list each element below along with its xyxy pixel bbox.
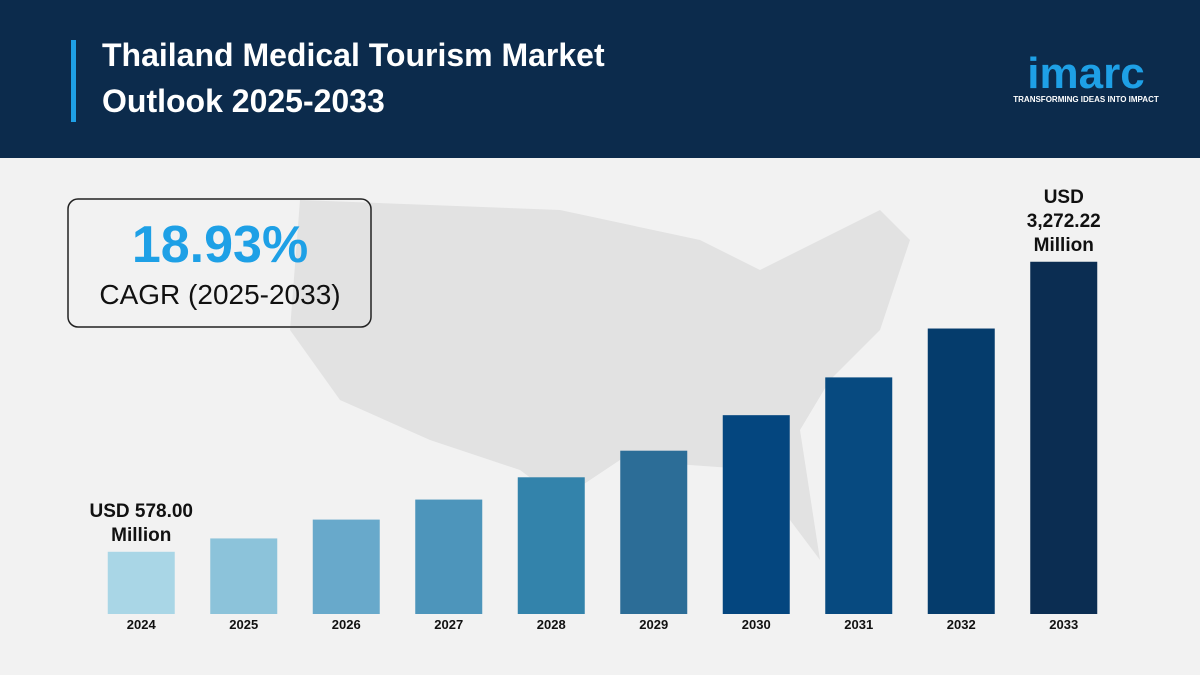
value-label: USD 578.00 Million	[89, 500, 193, 546]
bar	[722, 415, 790, 614]
bar	[620, 450, 688, 614]
x-tick-label: 2027	[434, 617, 463, 632]
title-line: Thailand Medical Tourism Market	[102, 37, 605, 73]
x-tick-label: 2032	[947, 617, 976, 632]
value-label: USD 3,272.22 Million	[1026, 186, 1101, 256]
bar	[107, 551, 175, 614]
bar	[517, 477, 585, 614]
callout-box	[67, 198, 372, 328]
x-tick-label: 2028	[537, 617, 566, 632]
bar	[415, 499, 483, 614]
map-shape	[290, 200, 910, 560]
x-tick-label: 2024	[127, 617, 157, 632]
bar	[312, 519, 380, 614]
x-tick-label: 2026	[332, 617, 361, 632]
logo: imarc	[1027, 49, 1144, 98]
accent	[71, 40, 76, 122]
bar	[927, 328, 995, 614]
tagline: TRANSFORMING IDEAS INTO IMPACT	[1013, 95, 1159, 104]
title-line: Outlook 2025-2033	[102, 83, 385, 119]
x-tick-label: 2033	[1049, 617, 1078, 632]
bar	[210, 538, 278, 614]
bar	[1030, 261, 1098, 614]
x-tick-label: 2030	[742, 617, 771, 632]
cagr-value: 18.93%	[132, 216, 308, 274]
bar	[825, 377, 893, 614]
header-bg	[0, 0, 1200, 158]
x-tick-label: 2025	[229, 617, 258, 632]
cagr-label: CAGR (2025-2033)	[99, 279, 340, 310]
x-tick-label: 2031	[844, 617, 873, 632]
x-tick-label: 2029	[639, 617, 668, 632]
